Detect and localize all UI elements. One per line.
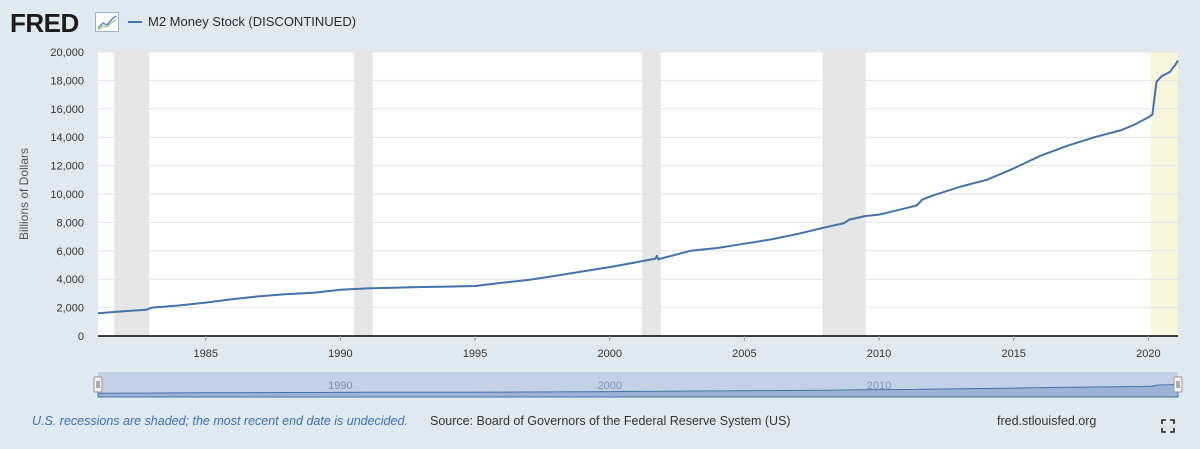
navigator-label: 2000 xyxy=(597,380,621,392)
x-tick-label: 2005 xyxy=(732,348,756,360)
series-line-m2[interactable] xyxy=(97,59,1179,315)
navigator-label: 2010 xyxy=(867,380,891,392)
y-tick-label: 16,000 xyxy=(50,104,84,116)
x-tick-label: 2000 xyxy=(597,348,621,360)
fred-logo[interactable]: FRED xyxy=(10,8,79,38)
y-tick-label: 8,000 xyxy=(56,217,84,229)
site-link[interactable]: fred.stlouisfed.org xyxy=(997,414,1097,428)
navigator-handle-left[interactable] xyxy=(93,376,103,393)
fred-graph-icon xyxy=(95,12,119,32)
y-tick-label: 0 xyxy=(78,331,84,343)
y-axis-title: Billions of Dollars xyxy=(17,148,31,240)
legend-item[interactable]: M2 Money Stock (DISCONTINUED) xyxy=(128,14,356,29)
chart-header: FRED M2 Money Stock (DISCONTINUED) xyxy=(0,0,1200,44)
y-tick-label: 12,000 xyxy=(50,161,84,173)
y-tick-label: 20,000 xyxy=(50,47,84,59)
x-tick-label: 1985 xyxy=(193,348,217,360)
source-text: Source: Board of Governors of the Federa… xyxy=(430,414,791,428)
x-tick-label: 2020 xyxy=(1136,348,1160,360)
y-tick-label: 2,000 xyxy=(56,303,84,315)
x-tick-label: 1990 xyxy=(328,348,352,360)
recession-note: U.S. recessions are shaded; the most rec… xyxy=(32,414,408,428)
navigator[interactable]: 1990 2000 2010 xyxy=(93,372,1183,398)
y-tick-label: 18,000 xyxy=(50,75,84,87)
x-tick-label: 2015 xyxy=(1001,348,1025,360)
navigator-handle-right[interactable] xyxy=(1173,376,1183,393)
legend-label: M2 Money Stock (DISCONTINUED) xyxy=(148,14,357,29)
x-tick-label: 1995 xyxy=(463,348,487,360)
x-axis-ticks: 1985 1990 1995 2000 2005 2010 2015 2020 xyxy=(193,336,1161,360)
y-tick-label: 14,000 xyxy=(50,132,84,144)
y-tick-label: 10,000 xyxy=(50,189,84,201)
y-tick-label: 6,000 xyxy=(56,246,84,258)
fullscreen-icon[interactable] xyxy=(1161,419,1175,433)
navigator-labels: 1990 2000 2010 xyxy=(328,380,891,392)
navigator-series-area xyxy=(97,383,1179,398)
legend-line-swatch xyxy=(128,20,142,23)
navigator-label: 1990 xyxy=(328,380,352,392)
grid-lines xyxy=(98,51,1178,309)
chart-area[interactable]: 0 2,000 4,000 6,000 8,000 10,000 12,000 14,000 1… xyxy=(0,40,1200,405)
x-tick-label: 2010 xyxy=(867,348,891,360)
y-tick-label: 4,000 xyxy=(56,274,84,286)
chart-footer: U.S. recessions are shaded; the most rec… xyxy=(0,405,1200,445)
y-axis-ticks: 0 2,000 4,000 6,000 8,000 10,000 12,000 14,000 1… xyxy=(50,47,84,343)
